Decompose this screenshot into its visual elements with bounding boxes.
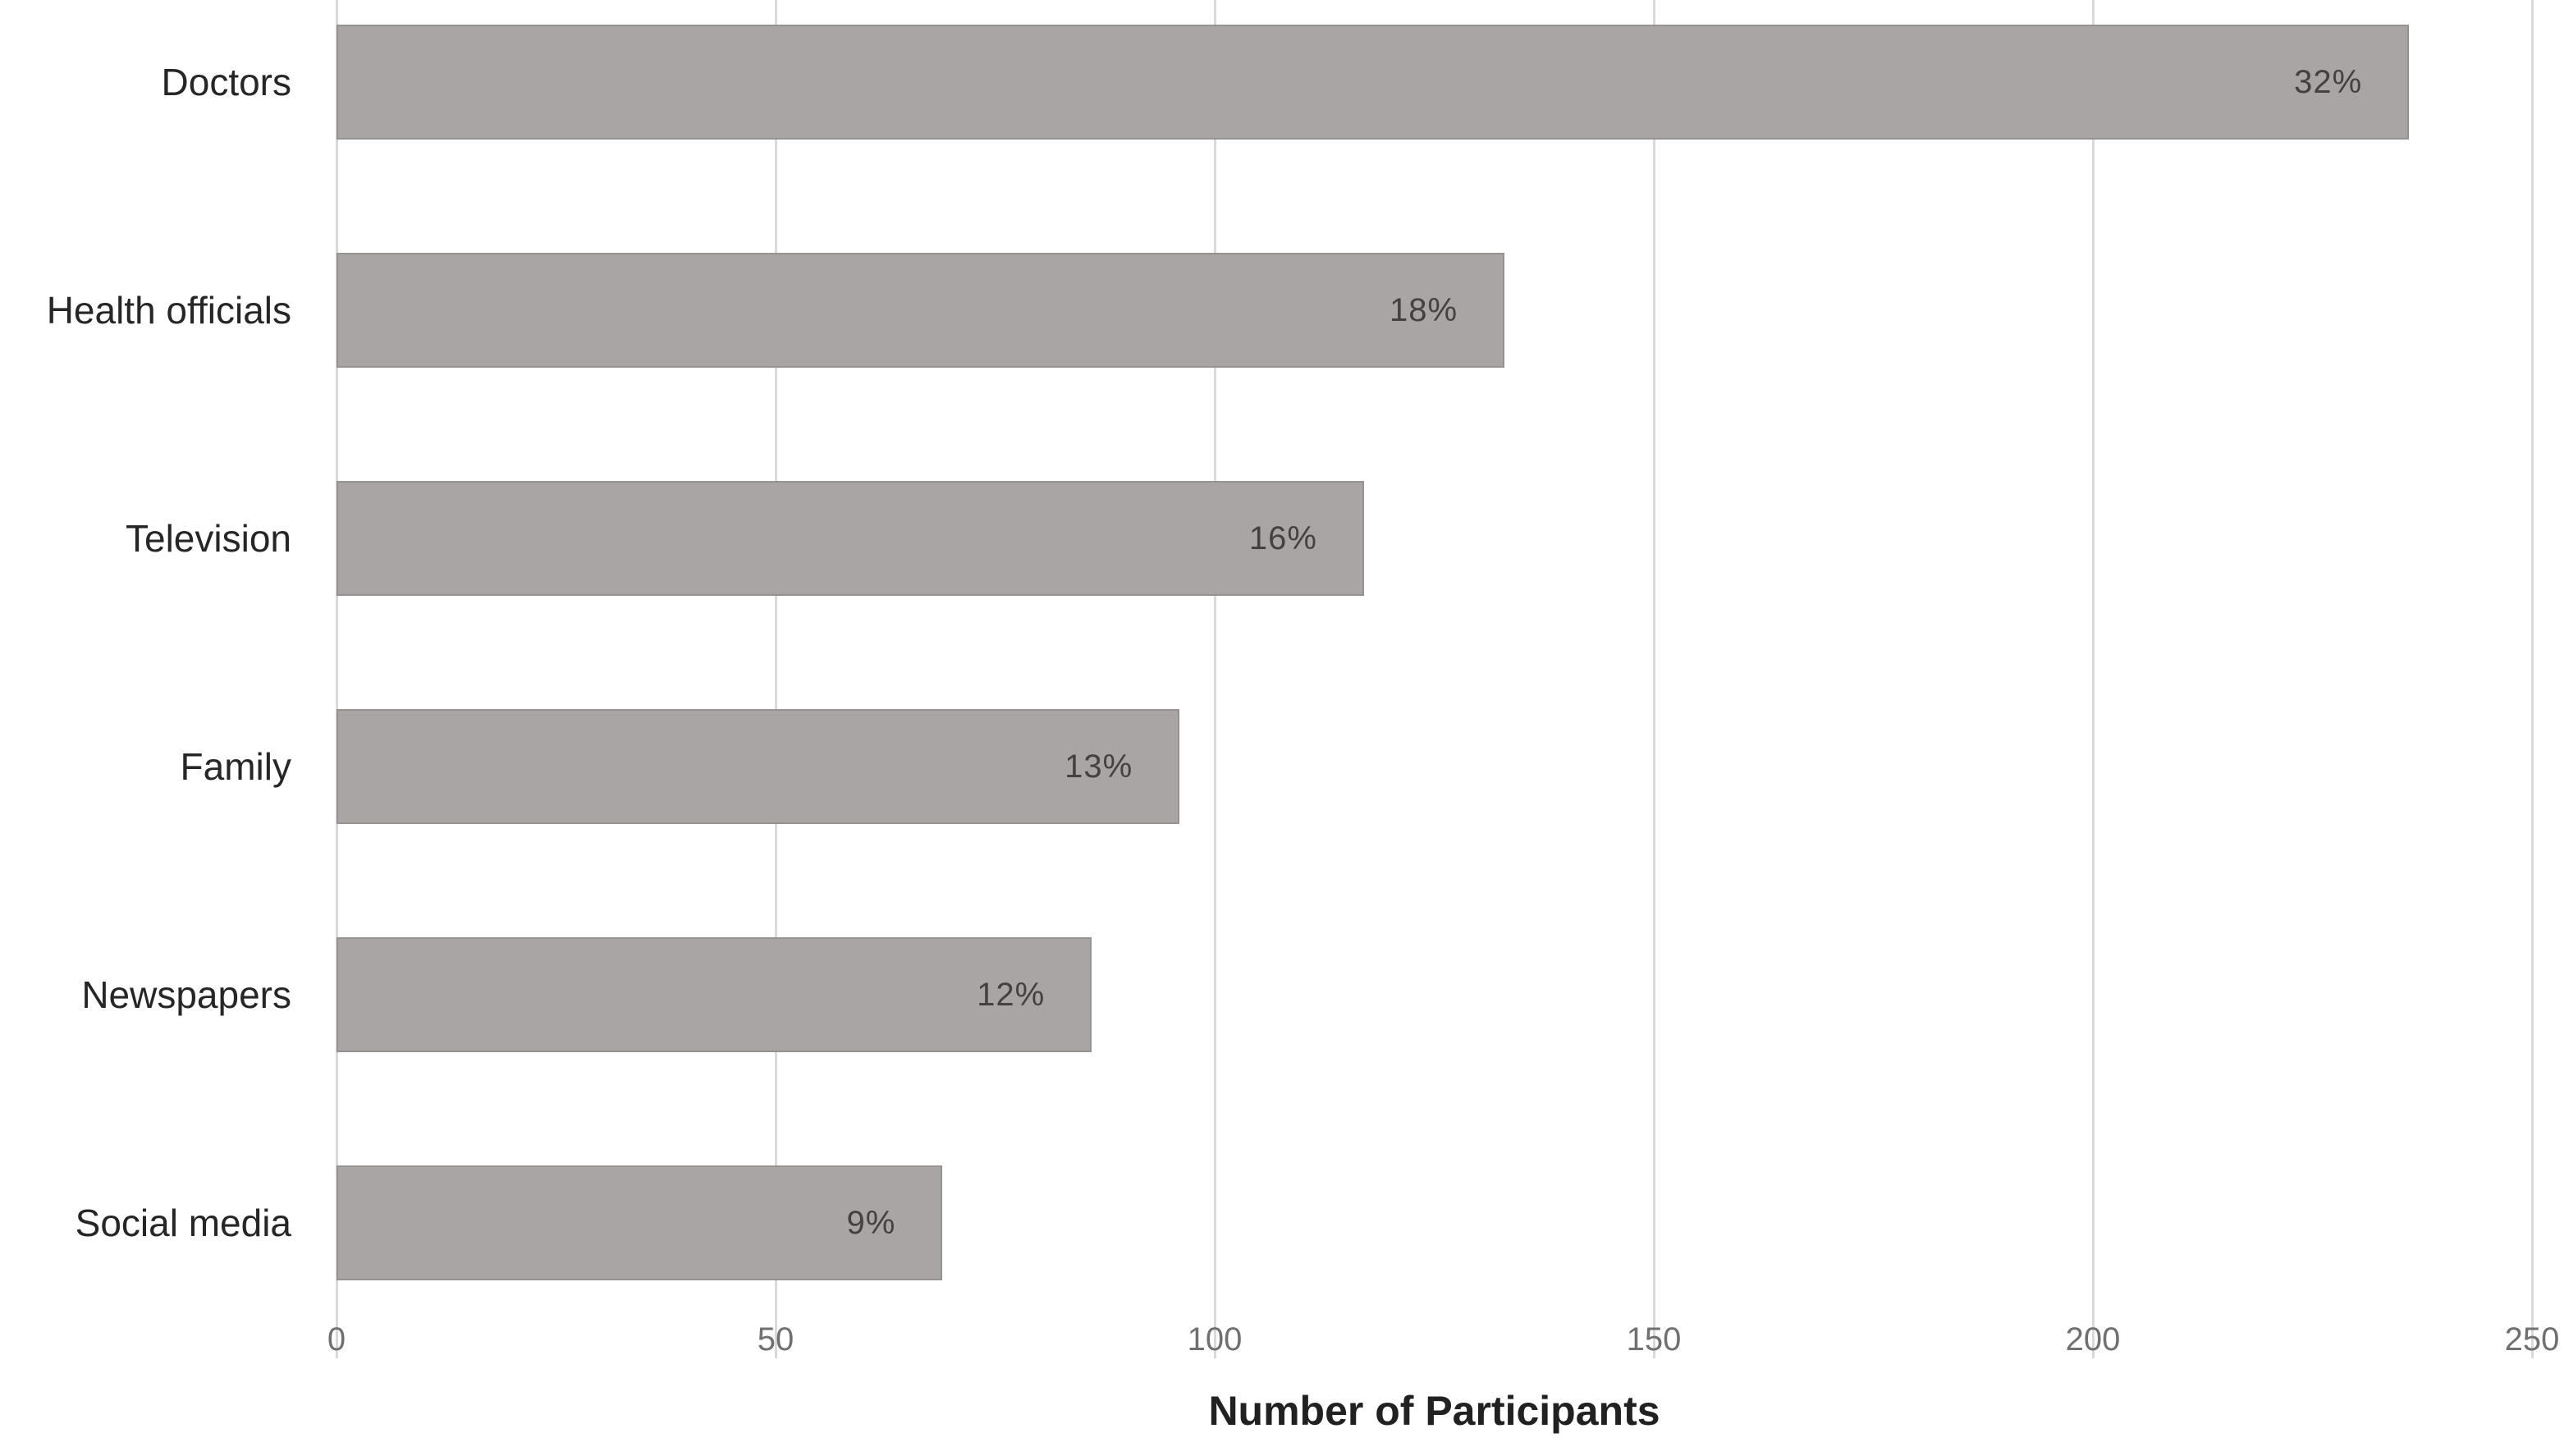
gridline <box>336 0 338 1358</box>
bar-value-label: 16% <box>1248 520 1317 556</box>
bar-value-label: 18% <box>1390 291 1458 328</box>
bar: 16% <box>337 481 1364 596</box>
bar-value-label: 32% <box>2294 63 2363 100</box>
gridline-layer <box>336 0 2534 1358</box>
gridline <box>1214 0 1216 1358</box>
bar: 12% <box>337 937 1092 1052</box>
x-tick-label: 250 <box>2504 1321 2560 1358</box>
category-label: Health officials <box>46 289 291 332</box>
bar-value-label: 13% <box>1065 748 1133 785</box>
gridline <box>2531 0 2534 1358</box>
gridline <box>2092 0 2095 1358</box>
category-label: Television <box>126 517 291 560</box>
category-label: Doctors <box>161 61 291 103</box>
category-label: Newspapers <box>81 973 291 1016</box>
category-label: Social media <box>75 1202 291 1244</box>
bar-value-label: 9% <box>846 1204 896 1241</box>
x-tick-label: 50 <box>757 1321 794 1358</box>
x-tick-label: 0 <box>327 1321 346 1358</box>
category-axis: Doctors Health officials Television Family N… <box>0 0 291 1297</box>
bar: 13% <box>337 709 1180 824</box>
x-tick-label: 150 <box>1626 1321 1682 1358</box>
gridline <box>1653 0 1655 1358</box>
x-tick-label: 200 <box>2065 1321 2121 1358</box>
x-axis-ticks: 0 50 100 150 200 250 <box>327 1315 2560 1364</box>
bar: 32% <box>337 25 2410 140</box>
category-label: Family <box>180 745 291 788</box>
plot-area: 32% 18% 16% 13% 12% 9% <box>337 0 2532 1297</box>
gridline <box>775 0 777 1358</box>
x-tick-label: 100 <box>1187 1321 1243 1358</box>
bar: 9% <box>337 1165 943 1280</box>
x-axis-title: Number of Participants <box>1208 1388 1660 1434</box>
bar: 18% <box>337 253 1505 368</box>
bar-value-label: 12% <box>977 976 1046 1013</box>
